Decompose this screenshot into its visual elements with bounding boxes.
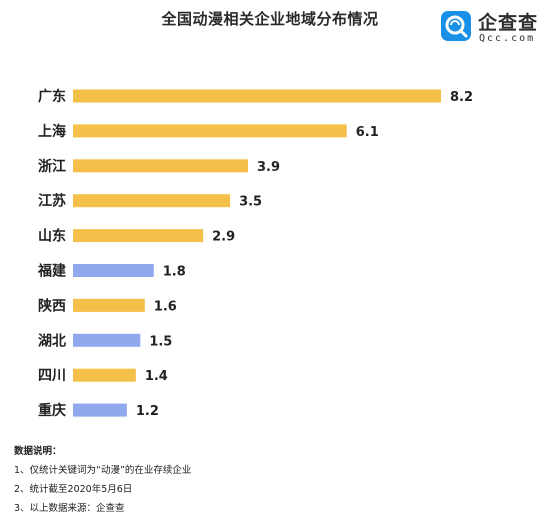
- value-label: 1.2: [136, 404, 159, 419]
- category-label: 福建: [37, 263, 66, 280]
- category-label: 浙江: [38, 158, 66, 175]
- value-label: 1.8: [163, 265, 186, 280]
- notes-item: 3、以上数据来源：企查查: [14, 503, 125, 514]
- value-label: 1.6: [154, 299, 177, 314]
- qcc-logo-icon: [441, 11, 471, 41]
- bar: [73, 124, 347, 138]
- data-notes: 数据说明： 1、仅统计关键词为“动漫”的在业存续企业 2、统计截至2020年5月…: [14, 442, 191, 518]
- category-label: 陕西: [38, 297, 66, 314]
- bar: [73, 403, 127, 417]
- bar: [73, 298, 145, 312]
- value-label: 3.5: [239, 195, 262, 210]
- notes-item: 2、统计截至2020年5月6日: [14, 484, 133, 495]
- bar: [73, 89, 441, 103]
- category-label: 湖北: [38, 333, 66, 349]
- bar: [73, 229, 204, 243]
- category-label: 上海: [38, 123, 66, 140]
- bar: [73, 159, 249, 173]
- notes-item: 1、仅统计关键词为“动漫”的在业存续企业: [14, 465, 192, 476]
- value-label: 8.2: [450, 90, 473, 105]
- value-label: 1.5: [149, 334, 172, 349]
- bar-chart: 广东 8.2 上海 6.1 浙江 3.9 江苏 3.5 山东 2.9 福建 1.8 陕西 1.6 湖北 1.5…: [37, 88, 473, 419]
- category-label: 山东: [38, 228, 66, 245]
- value-label: 1.4: [145, 369, 168, 384]
- value-label: 2.9: [212, 230, 235, 245]
- bar: [73, 333, 141, 347]
- chart-title: 全国动漫相关企业地域分布情况: [161, 10, 379, 28]
- category-label: 江苏: [38, 193, 66, 210]
- value-label: 6.1: [356, 125, 379, 140]
- bar: [73, 368, 136, 382]
- category-label: 广东: [38, 88, 66, 105]
- logo-domain: Qcc.com: [479, 33, 536, 44]
- category-label: 重庆: [38, 402, 66, 419]
- notes-heading: 数据说明：: [14, 446, 62, 457]
- bar: [73, 264, 154, 277]
- value-label: 3.9: [257, 160, 280, 175]
- category-label: 四川: [38, 368, 66, 384]
- bar: [73, 194, 231, 208]
- logo-name: 企查查: [478, 12, 539, 34]
- qcc-logo: 企查查 Qcc.com: [440, 6, 554, 50]
